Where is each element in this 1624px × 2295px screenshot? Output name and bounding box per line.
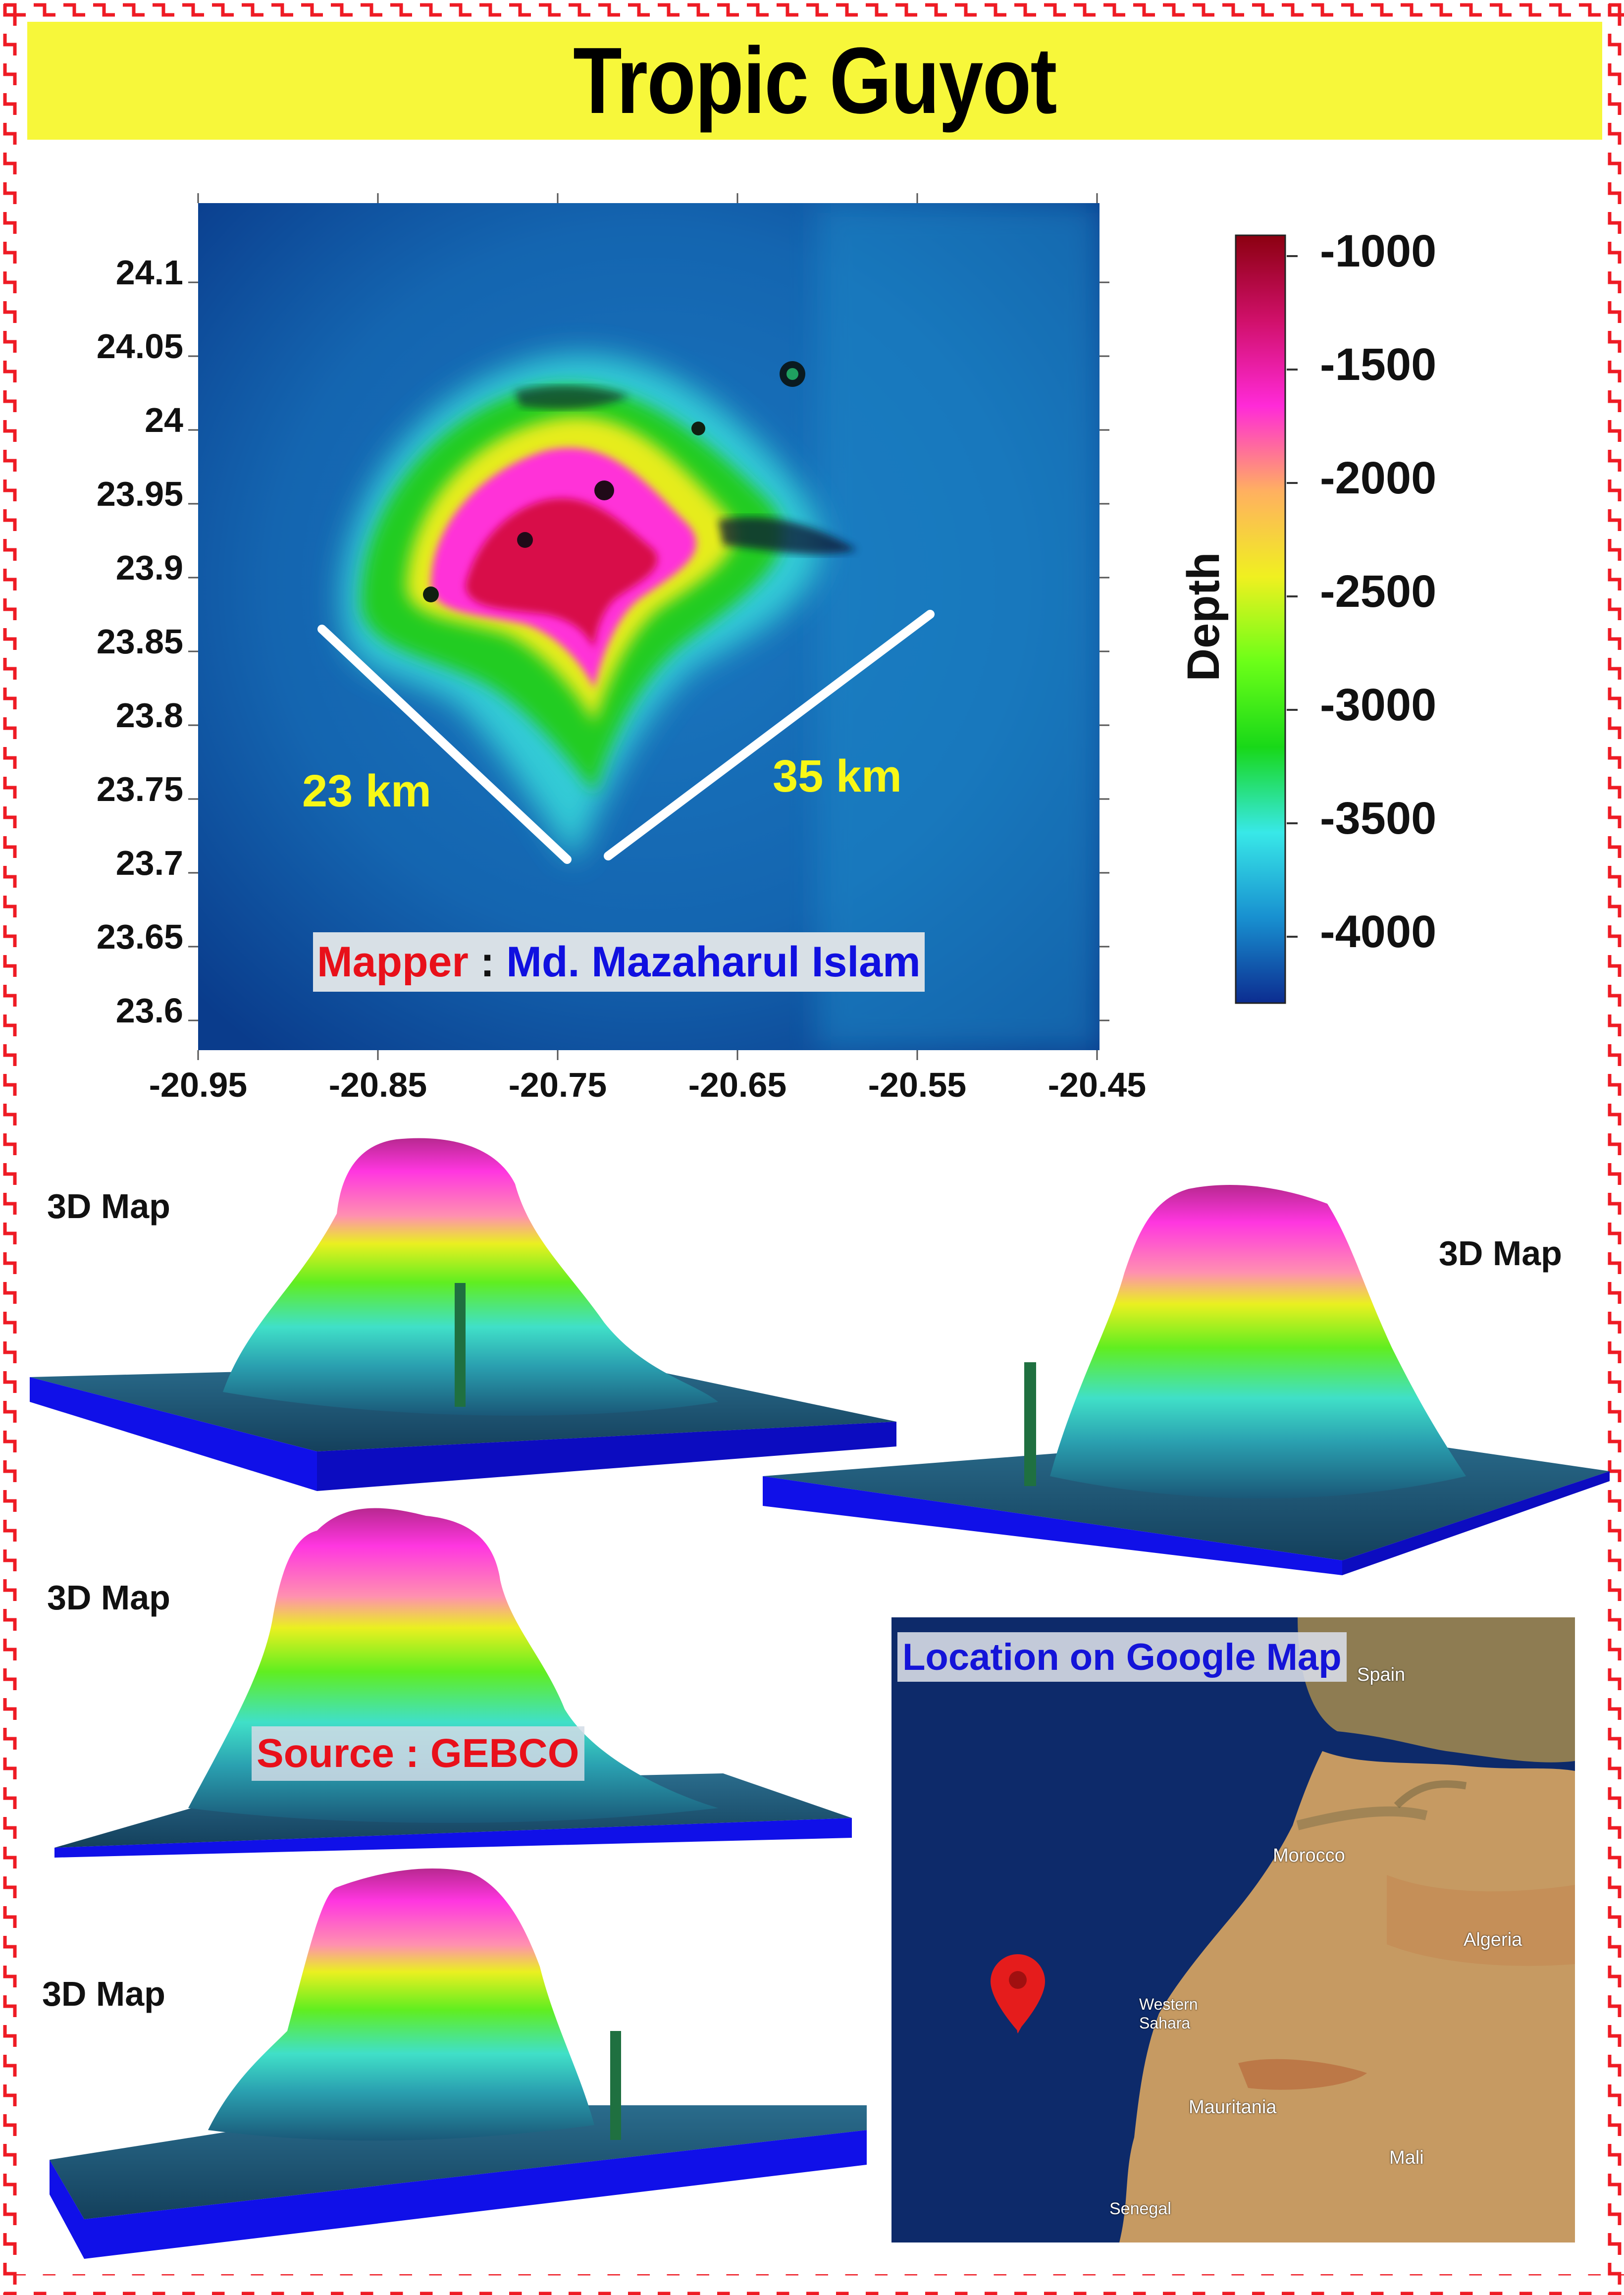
y-tick-label: 23.6: [115, 991, 183, 1030]
place-label-morocco: Morocco: [1273, 1845, 1345, 1866]
3d-views: [30, 1138, 1610, 2259]
3d-view-4: [50, 1868, 867, 2259]
3d-view-3: [54, 1508, 852, 1858]
location-map: Location on Google Map Spain Morocco Alg…: [891, 1617, 1575, 2242]
y-tick-label: 23.8: [115, 696, 183, 735]
place-label-mauritania: Mauritania: [1189, 2097, 1277, 2118]
x-tick-label: -20.65: [688, 1066, 787, 1104]
colorbar-tick-mark: [1287, 482, 1298, 484]
y-tick-label: 23.85: [96, 622, 183, 661]
place-label-western-sahara: Western Sahara: [1139, 1995, 1198, 2032]
colorbar-tick-mark: [1287, 822, 1298, 824]
location-title: Location on Google Map: [897, 1632, 1347, 1682]
distance-line-23km: [317, 625, 572, 864]
mapper-credit: Mapper : Md. Mazaharul Islam: [313, 932, 925, 992]
distance-label-35km: 35 km: [773, 751, 902, 801]
colorbar-tick-label: -3000: [1320, 680, 1437, 730]
depth-colorbar: [1235, 234, 1286, 1004]
source-label: Source : GEBCO: [252, 1726, 584, 1781]
place-label-spain: Spain: [1357, 1664, 1406, 1685]
y-tick-label: 24: [145, 401, 183, 439]
y-tick-label: 24.1: [115, 253, 183, 292]
place-label-algeria: Algeria: [1464, 1929, 1522, 1950]
3d-view-1: [30, 1138, 896, 1491]
colorbar-tick-label: -2500: [1320, 566, 1437, 617]
bathymetry-map: [198, 203, 1100, 1050]
distance-label-23km: 23 km: [302, 766, 431, 816]
x-tick-label: -20.55: [868, 1066, 967, 1104]
colorbar-tick-label: -1000: [1320, 226, 1437, 276]
y-tick-label: 23.95: [96, 475, 183, 513]
3d-view-label-1: 3D Map: [47, 1187, 170, 1226]
colorbar-tick-mark: [1287, 255, 1298, 257]
x-tick-label: -20.95: [149, 1066, 248, 1104]
y-tick-label: 23.9: [115, 548, 183, 587]
3d-view-label-3: 3D Map: [47, 1578, 170, 1617]
colorbar-tick-label: -2000: [1320, 453, 1437, 503]
colorbar-label: Depth: [1178, 552, 1229, 682]
3d-view-label-2: 3D Map: [1439, 1234, 1562, 1273]
page-title: Tropic Guyot: [573, 28, 1057, 133]
location-pin-icon: [991, 1954, 1045, 2031]
map-axis-ticks: [188, 193, 1109, 1060]
x-tick-label: -20.75: [508, 1066, 607, 1104]
colorbar-tick-label: -3500: [1320, 793, 1437, 844]
mapper-separator: :: [468, 938, 507, 986]
colorbar-tick-mark: [1287, 936, 1298, 938]
3d-view-label-4: 3D Map: [42, 1975, 165, 2013]
colorbar-tick-mark: [1287, 369, 1298, 371]
colorbar-tick-mark: [1287, 595, 1298, 597]
colorbar-tick-label: -1500: [1320, 339, 1437, 390]
distance-line-35km: [604, 610, 935, 860]
mapper-name: Md. Mazaharul Islam: [506, 938, 921, 986]
mapper-prefix: Mapper: [317, 938, 469, 986]
y-tick-label: 23.65: [96, 917, 183, 956]
title-banner: Tropic Guyot: [27, 22, 1602, 140]
place-label-senegal: Senegal: [1109, 2199, 1171, 2218]
3d-view-2: [763, 1184, 1610, 1575]
x-tick-label: -20.45: [1048, 1066, 1147, 1104]
y-tick-label: 24.05: [96, 327, 183, 366]
colorbar-tick-mark: [1287, 709, 1298, 711]
x-tick-label: -20.85: [328, 1066, 427, 1104]
y-tick-label: 23.7: [115, 844, 183, 882]
colorbar-tick-label: -4000: [1320, 907, 1437, 957]
place-label-mali: Mali: [1389, 2147, 1424, 2168]
y-tick-label: 23.75: [96, 770, 183, 808]
